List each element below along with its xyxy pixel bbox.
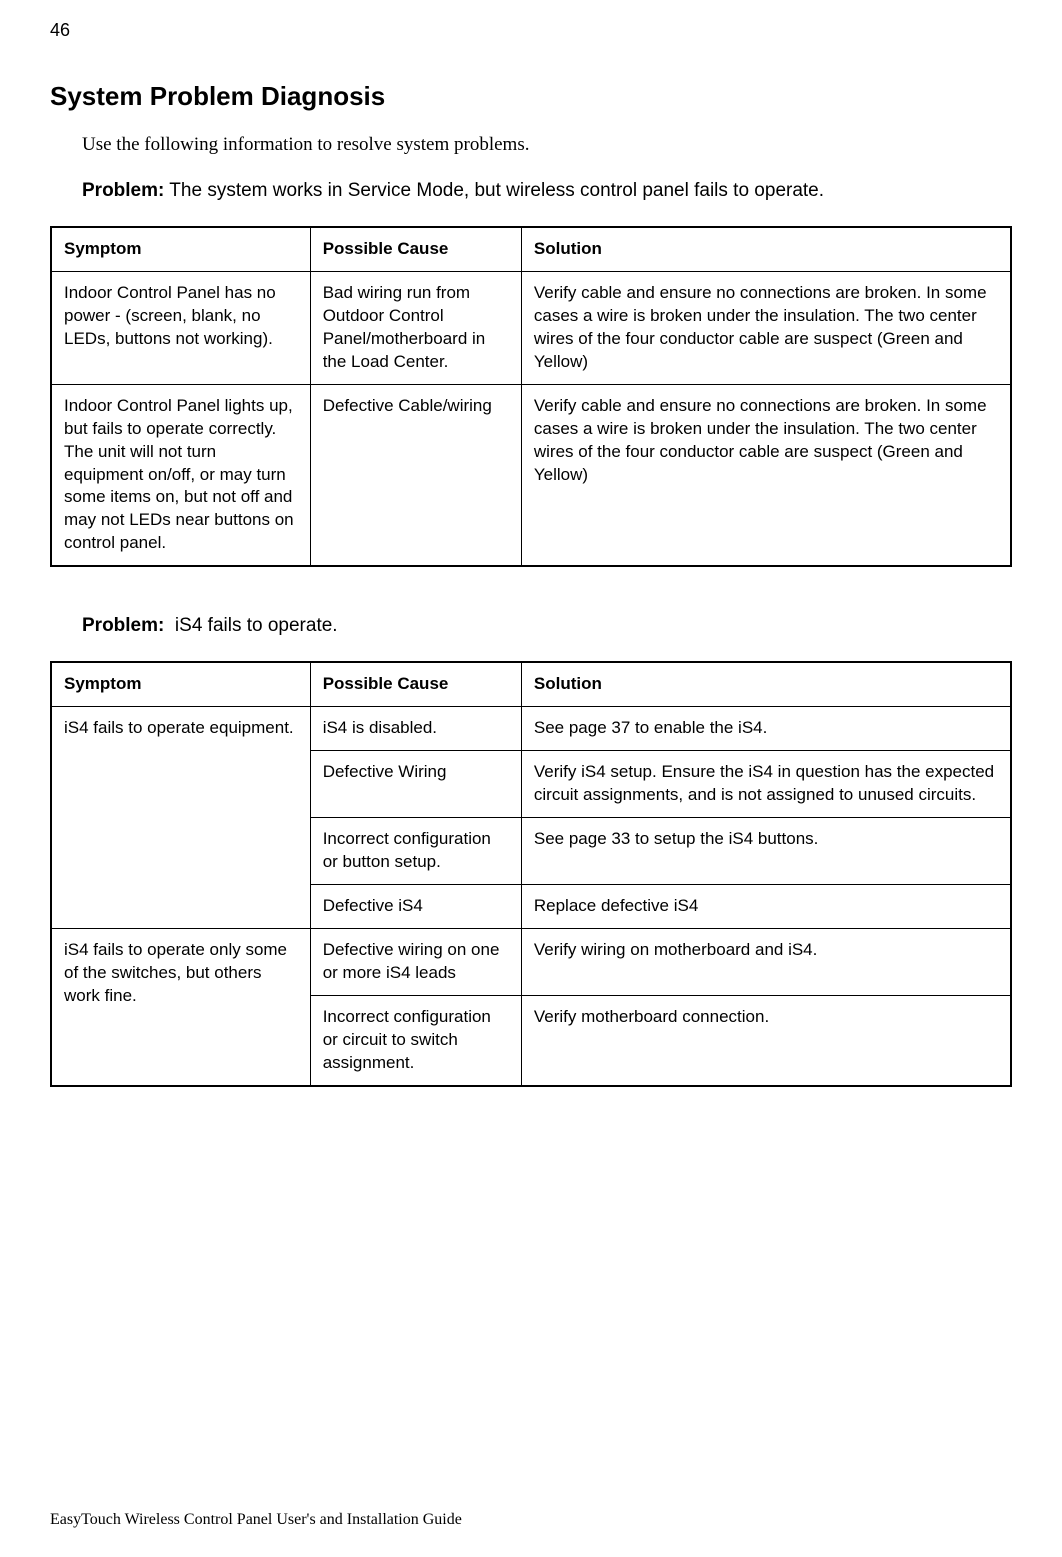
- cell-cause: iS4 is disabled.: [310, 707, 521, 751]
- problem-statement: The system works in Service Mode, but wi…: [169, 180, 824, 201]
- problem-line: Problem: iS4 fails to operate.: [82, 615, 1012, 637]
- cell-solution: Replace defective iS4: [521, 884, 1011, 928]
- page-number: 46: [50, 20, 1012, 41]
- problem-line: Problem: The system works in Service Mod…: [82, 180, 1012, 202]
- page-container: 46 System Problem Diagnosis Use the foll…: [0, 0, 1062, 1557]
- diagnosis-table: Symptom Possible Cause Solution Indoor C…: [50, 226, 1012, 567]
- cell-cause: Bad wiring run from Outdoor Control Pane…: [310, 271, 521, 384]
- col-header-solution: Solution: [521, 662, 1011, 706]
- col-header-cause: Possible Cause: [310, 662, 521, 706]
- cell-symptom: Indoor Control Panel has no power - (scr…: [51, 271, 310, 384]
- cell-solution: Verify iS4 setup. Ensure the iS4 in ques…: [521, 751, 1011, 818]
- diagnosis-table: Symptom Possible Cause Solution iS4 fail…: [50, 661, 1012, 1086]
- cell-solution: Verify cable and ensure no connections a…: [521, 271, 1011, 384]
- intro-text: Use the following information to resolve…: [82, 134, 1012, 156]
- cell-cause: Incorrect configuration or button setup.: [310, 818, 521, 885]
- table-header-row: Symptom Possible Cause Solution: [51, 227, 1011, 271]
- cell-solution: See page 33 to setup the iS4 buttons.: [521, 818, 1011, 885]
- table-row: Indoor Control Panel has no power - (scr…: [51, 271, 1011, 384]
- problem-statement: iS4 fails to operate.: [170, 615, 338, 636]
- cell-solution: See page 37 to enable the iS4.: [521, 707, 1011, 751]
- cell-cause: Incorrect configuration or circuit to sw…: [310, 995, 521, 1085]
- col-header-cause: Possible Cause: [310, 227, 521, 271]
- table-row: Indoor Control Panel lights up, but fail…: [51, 384, 1011, 566]
- table-row: iS4 fails to operate only some of the sw…: [51, 928, 1011, 995]
- cell-symptom: iS4 fails to operate equipment.: [51, 707, 310, 929]
- col-header-symptom: Symptom: [51, 662, 310, 706]
- cell-solution: Verify motherboard connection.: [521, 995, 1011, 1085]
- section-title: System Problem Diagnosis: [50, 81, 1012, 112]
- cell-symptom: Indoor Control Panel lights up, but fail…: [51, 384, 310, 566]
- cell-symptom: iS4 fails to operate only some of the sw…: [51, 928, 310, 1085]
- cell-cause: Defective wiring on one or more iS4 lead…: [310, 928, 521, 995]
- col-header-solution: Solution: [521, 227, 1011, 271]
- table-row: iS4 fails to operate equipment. iS4 is d…: [51, 707, 1011, 751]
- cell-solution: Verify cable and ensure no connections a…: [521, 384, 1011, 566]
- footer-text: EasyTouch Wireless Control Panel User's …: [50, 1511, 462, 1529]
- table-header-row: Symptom Possible Cause Solution: [51, 662, 1011, 706]
- col-header-symptom: Symptom: [51, 227, 310, 271]
- problem-label: Problem:: [82, 180, 164, 201]
- cell-cause: Defective iS4: [310, 884, 521, 928]
- cell-cause: Defective Wiring: [310, 751, 521, 818]
- cell-solution: Verify wiring on motherboard and iS4.: [521, 928, 1011, 995]
- cell-cause: Defective Cable/wiring: [310, 384, 521, 566]
- problem-label: Problem:: [82, 615, 164, 636]
